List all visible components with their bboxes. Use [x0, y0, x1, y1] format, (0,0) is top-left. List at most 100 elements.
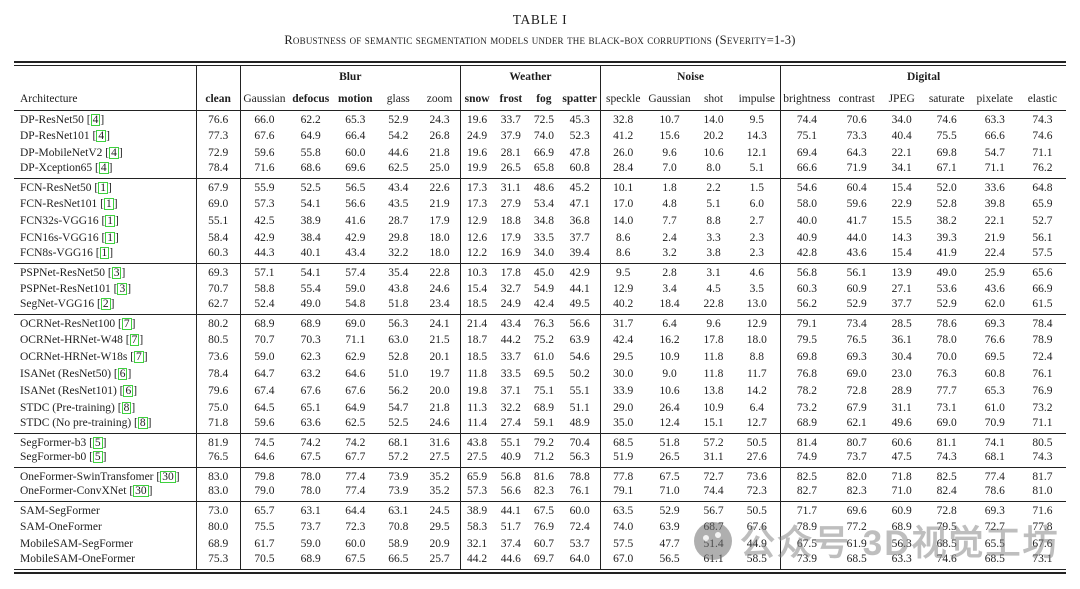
col-header-glass-blur: glass — [386, 93, 410, 105]
metric-cell: 21.9 — [984, 231, 1005, 244]
model-name-cell: ISANet (ResNet101) [6] — [20, 384, 138, 397]
metric-cell: 8.6 — [599, 229, 646, 246]
metric-cell: 51.1 — [569, 401, 590, 414]
citation-link[interactable]: 1 — [104, 197, 114, 210]
citation-link[interactable]: 1 — [105, 214, 116, 227]
citation-link[interactable]: 4 — [90, 114, 101, 126]
metric-cell: 73.9 — [780, 552, 833, 569]
table-row: FCN-ResNet50 [1] 67.9 55.9 52.5 56.5 43.4 22.6… — [14, 178, 1066, 195]
metric-cell: 26.0 — [599, 144, 646, 161]
metric-cell: 58.5 — [746, 553, 767, 565]
metric-cell: 63.9 — [569, 333, 590, 346]
citation-link[interactable]: 1 — [105, 231, 116, 244]
citation-link[interactable]: 7 — [129, 333, 140, 346]
metric-cell: 74.6 — [1032, 129, 1053, 142]
metric-cell: 66.0 — [254, 114, 275, 126]
metric-cell: 32.2 — [388, 247, 409, 259]
metric-cell: 77.2 — [846, 520, 867, 533]
citation-link[interactable]: 3 — [117, 282, 128, 295]
citation-link[interactable]: 2 — [100, 298, 111, 310]
citation-link[interactable]: 4 — [96, 129, 107, 142]
metric-cell: 60.0 — [569, 505, 590, 517]
metric-cell: 63.0 — [388, 333, 409, 346]
metric-cell: 56.8 — [780, 263, 833, 280]
metric-cell: 56.7 — [703, 505, 724, 517]
metric-cell: 75.3 — [195, 552, 241, 569]
metric-cell: 24.6 — [429, 282, 450, 295]
table-row: PSPNet-ResNet50 [3] 69.3 57.1 54.1 57.4 35.4 2… — [14, 263, 1066, 280]
metric-cell: 71.1 — [984, 162, 1005, 174]
col-header-frost-weather: frost — [499, 93, 523, 105]
metric-cell: 45.0 — [533, 267, 554, 279]
model-name-cell: FCN-ResNet50 [1] — [20, 182, 112, 194]
metric-cell: 82.3 — [533, 485, 554, 497]
citation-link[interactable]: 7 — [121, 318, 132, 330]
metric-cell: 62.5 — [388, 162, 409, 174]
metric-cell: 23.0 — [891, 367, 912, 380]
metric-cell: 43.8 — [388, 282, 409, 295]
metric-cell: 80.5 — [1032, 437, 1053, 449]
metric-cell: 71.6 — [1032, 505, 1053, 517]
metric-cell: 71.6 — [254, 162, 275, 174]
metric-cell: 77.3 — [195, 127, 241, 144]
metric-cell: 76.3 — [533, 318, 554, 330]
metric-cell: 4.6 — [749, 267, 765, 279]
metric-cell: 60.4 — [846, 182, 867, 194]
citation-link[interactable]: 6 — [117, 367, 128, 380]
col-header-shot-noise: shot — [703, 93, 724, 105]
citation-link[interactable]: 1 — [98, 182, 109, 194]
metric-cell: 18.7 — [459, 331, 494, 348]
table-row: STDC (No pre-training) [8] 71.8 59.6 63.6 62… — [14, 416, 1066, 433]
metric-cell: 73.6 — [195, 348, 241, 365]
citation-link[interactable]: 3 — [111, 267, 122, 279]
model-group-4: OCRNet-ResNet100 [7] 80.2 68.9 68.9 69.0 56.3… — [14, 314, 1066, 433]
metric-cell: 27.6 — [746, 451, 767, 463]
citation-link[interactable]: 1 — [99, 247, 110, 259]
citation-link[interactable]: 8 — [121, 401, 132, 414]
metric-cell: 72.3 — [746, 485, 767, 497]
metric-cell: 49.6 — [891, 417, 912, 429]
metric-cell: 63.1 — [388, 505, 409, 517]
metric-cell: 76.3 — [936, 367, 957, 380]
metric-cell: 57.5 — [1032, 247, 1053, 259]
group-header-digital: Digital — [780, 65, 1066, 89]
metric-cell: 59.6 — [254, 146, 275, 159]
metric-cell: 20.2 — [703, 129, 724, 142]
citation-link[interactable]: 7 — [134, 350, 144, 363]
metric-cell: 69.3 — [984, 318, 1005, 330]
citation-link[interactable]: 5 — [92, 451, 103, 463]
metric-cell: 70.7 — [254, 333, 275, 346]
metric-cell: 17.8 — [703, 333, 724, 346]
metric-cell: 57.2 — [703, 437, 724, 449]
metric-cell: 72.7 — [984, 520, 1005, 533]
citation-link[interactable]: 30 — [160, 471, 176, 483]
citation-link[interactable]: 8 — [137, 417, 148, 429]
metric-cell: 22.6 — [429, 182, 450, 194]
citation-link[interactable]: 4 — [98, 162, 109, 174]
metric-cell: 8.0 — [706, 162, 721, 174]
citation-link[interactable]: 30 — [133, 485, 149, 497]
metric-cell: 28.9 — [891, 384, 912, 397]
metric-cell: 43.5 — [388, 197, 409, 210]
metric-cell: 26.8 — [429, 129, 450, 142]
metric-cell: 26.5 — [659, 451, 680, 463]
model-name-cell: FCN32s-VGG16 [1] — [20, 214, 119, 227]
citation-link[interactable]: 5 — [92, 437, 103, 449]
metric-cell: 67.6 — [300, 384, 321, 397]
table-wrapper: Blur Weather Noise Digital Architecture clean… — [14, 61, 1066, 574]
metric-cell: 70.0 — [936, 350, 957, 363]
metric-cell: 29.5 — [599, 348, 646, 365]
metric-cell: 73.1 — [936, 401, 957, 414]
metric-cell: 78.9 — [1032, 333, 1053, 346]
metric-cell: 44.1 — [500, 505, 521, 517]
metric-cell: 68.5 — [599, 433, 646, 450]
citation-link[interactable]: 6 — [123, 384, 134, 397]
citation-link[interactable]: 4 — [109, 146, 119, 159]
metric-cell: 76.9 — [533, 520, 554, 533]
metric-cell: 40.0 — [780, 212, 833, 229]
metric-cell: 52.9 — [388, 114, 409, 126]
metric-cell: 19.6 — [459, 144, 494, 161]
metric-cell: 38.4 — [300, 231, 321, 244]
metric-cell: 75.0 — [195, 399, 241, 416]
metric-cell: 9.5 — [599, 263, 646, 280]
